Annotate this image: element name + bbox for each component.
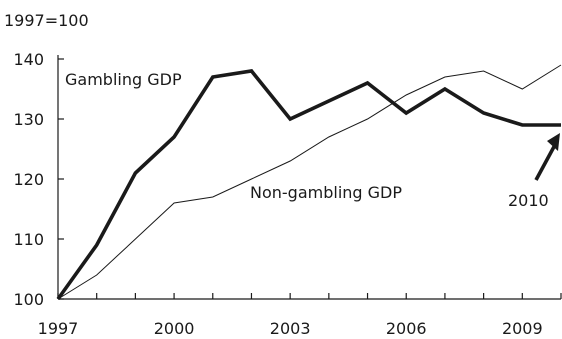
series-label-gambling: Gambling GDP <box>65 70 182 89</box>
annotation-2010-label: 2010 <box>508 191 549 210</box>
labels-layer: Gambling GDP Non-gambling GDP 2010 <box>65 70 560 210</box>
series-label-non-gambling: Non-gambling GDP <box>250 183 402 202</box>
annotation-arrow-shaft <box>536 143 556 180</box>
x-tick-label: 1997 <box>38 319 79 338</box>
y-tick-label: 130 <box>13 110 44 129</box>
series-line-non-gambling <box>58 65 561 299</box>
x-tick-label: 2003 <box>270 319 311 338</box>
y-tick-label: 100 <box>13 290 44 309</box>
y-axis-unit-label: 1997=100 <box>4 11 89 30</box>
y-tick-label: 120 <box>13 170 44 189</box>
y-tick-label: 140 <box>13 50 44 69</box>
x-tick-label: 2009 <box>502 319 543 338</box>
x-tick-label: 2000 <box>154 319 195 338</box>
x-tick-label: 2006 <box>386 319 427 338</box>
y-tick-label: 110 <box>13 230 44 249</box>
series-layer <box>58 65 561 299</box>
